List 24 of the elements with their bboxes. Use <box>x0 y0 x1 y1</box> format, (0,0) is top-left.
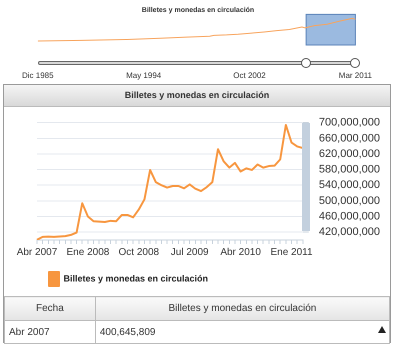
x-tick-label: Ene 2011 <box>270 246 313 258</box>
text: Fecha <box>4 296 96 320</box>
x-tick-label: Dic 1985 <box>22 71 54 80</box>
x-tick-label: Oct 2008 <box>118 246 160 258</box>
text: Abr 2007 <box>4 320 96 344</box>
y-tick-label: 660,000,000 <box>318 132 380 144</box>
x-tick-label: Jul 2009 <box>170 246 210 258</box>
y-tick-label: 620,000,000 <box>318 148 380 160</box>
y-tick-label: 420,000,000 <box>318 226 380 238</box>
chart-title: Billetes y monedas en circulación <box>4 85 390 107</box>
y-tick-label: 500,000,000 <box>318 194 380 207</box>
text: Billetes y monedas en circulación <box>95 296 390 320</box>
x-tick-label: Ene 2008 <box>66 246 110 258</box>
x-tick-label: Mar 2011 <box>338 71 373 80</box>
y-tick-label: 540,000,000 <box>318 179 380 192</box>
x-tick-label: May 1994 <box>126 71 162 80</box>
y-tick-label: 700,000,000 <box>318 116 380 129</box>
y-tick-label: 580,000,000 <box>318 164 380 176</box>
y-tick-label: 460,000,000 <box>318 210 380 223</box>
x-tick-label: Abr 2007 <box>16 246 58 258</box>
x-tick-label: Abr 2010 <box>220 246 262 258</box>
legend-label: Billetes y monedas en circulación <box>64 273 208 284</box>
x-tick-label: Oct 2002 <box>233 71 266 80</box>
text: 400,645,809 <box>95 320 390 344</box>
